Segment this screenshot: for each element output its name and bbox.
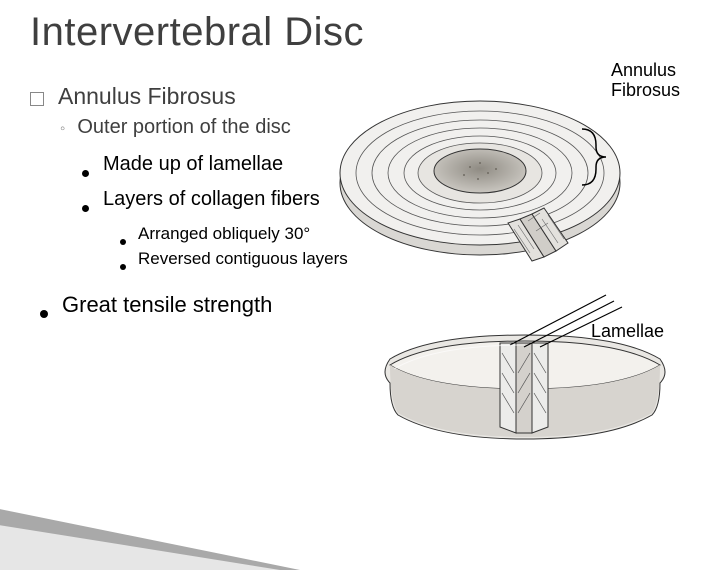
slide-title: Intervertebral Disc (30, 10, 690, 55)
closing-item: Great tensile strength (40, 292, 350, 318)
circle-outline-bullet-icon: ◦ (60, 120, 65, 137)
decorative-wedge-icon (0, 450, 300, 570)
level1-item: Annulus Fibrosus (30, 83, 350, 110)
heading-text: Annulus Fibrosus (58, 83, 236, 110)
bullet-b-text: Layers of collagen fibers (103, 188, 320, 211)
level3-item: Made up of lamellae (82, 153, 350, 176)
dot-bullet-icon (40, 310, 48, 318)
square-bullet-icon (30, 92, 44, 106)
level2-item: ◦ Outer portion of the disc (60, 116, 350, 139)
content-row: Annulus Fibrosus ◦ Outer portion of the … (30, 83, 690, 318)
sub1-text: Outer portion of the disc (77, 116, 290, 139)
closing-text: Great tensile strength (62, 292, 272, 318)
figure-column: Annulus Fibrosus (360, 83, 690, 318)
disc-bottom-illustration (370, 273, 690, 463)
sub-b1-text: Arranged obliquely 30° (138, 223, 310, 244)
bullet-a-text: Made up of lamellae (103, 153, 283, 176)
dot-bullet-icon (82, 170, 89, 177)
small-dot-bullet-icon (120, 239, 126, 245)
dot-bullet-icon (82, 205, 89, 212)
level4-item: Reversed contiguous layers (120, 248, 350, 269)
text-column: Annulus Fibrosus ◦ Outer portion of the … (30, 83, 350, 318)
disc-top-illustration (330, 73, 660, 283)
level4-item: Arranged obliquely 30° (120, 223, 350, 244)
level3-item: Layers of collagen fibers (82, 188, 350, 211)
sub-b2-text: Reversed contiguous layers (138, 248, 348, 269)
small-dot-bullet-icon (120, 264, 126, 270)
